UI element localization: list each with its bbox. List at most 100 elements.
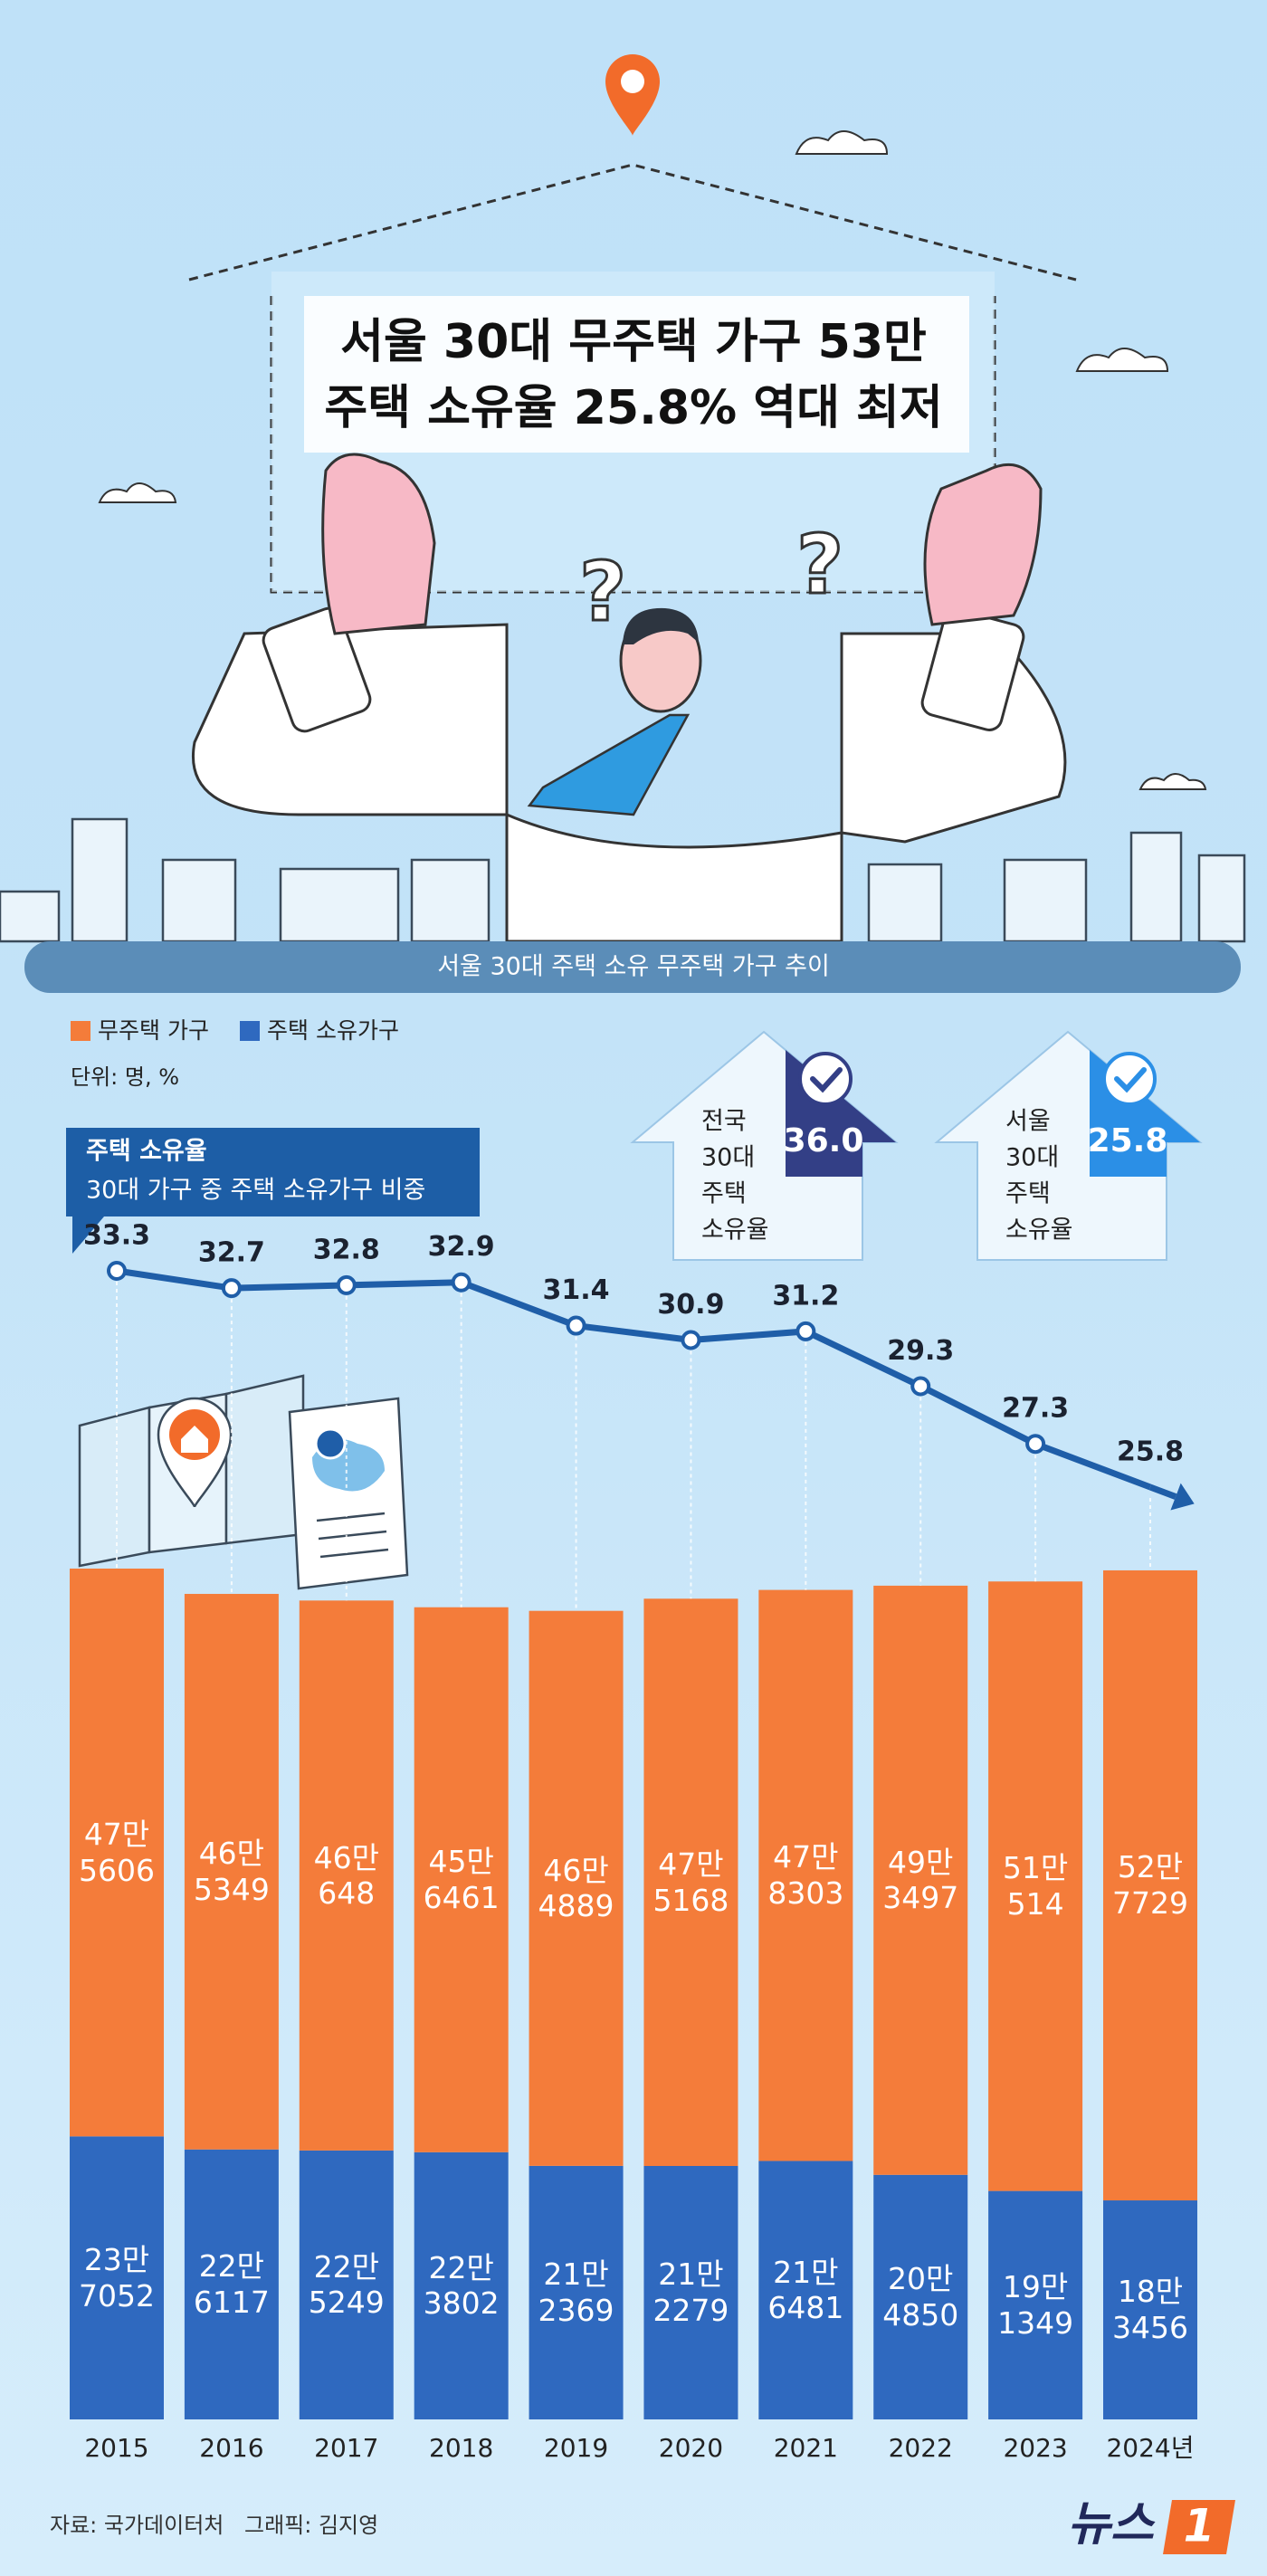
- bar-value-label: 49만 3497: [882, 1844, 959, 1916]
- line-point: [221, 1278, 242, 1299]
- line-value-label: 31.4: [543, 1274, 610, 1306]
- bar-segment: [988, 2190, 1083, 2419]
- bar-value-label: 46만 4889: [538, 1852, 614, 1924]
- bar-label-box: 21만 6481: [767, 2255, 843, 2326]
- title: 주택 소유율 25.8% 역대 최저: [324, 381, 942, 435]
- bar-segment: [988, 1581, 1083, 2191]
- line-arrow-shaft: [1148, 1484, 1177, 1500]
- callout-label: 주택: [1005, 1180, 1051, 1208]
- bar-segment: [873, 1585, 968, 2175]
- legend-swatch: [71, 1021, 90, 1041]
- line-value-label: 27.3: [1002, 1393, 1069, 1425]
- legend-label: 주택 소유가구: [267, 1017, 399, 1044]
- bar-segment: [1103, 2200, 1197, 2419]
- x-tick-label: 2017: [314, 2433, 378, 2463]
- x-tick-label: 2015: [84, 2433, 148, 2463]
- line-value-label: 33.3: [83, 1220, 150, 1252]
- bar-segment: [414, 1607, 509, 2152]
- bar-label-box: 21만 2369: [538, 2256, 614, 2328]
- line-value-label: 32.9: [428, 1231, 495, 1263]
- line-value-label: 32.8: [313, 1234, 380, 1265]
- map-illustration: [78, 1374, 409, 1590]
- bar-value-label: 18만 3456: [1112, 2274, 1188, 2345]
- bar-label-box: 52만 7729: [1112, 1849, 1188, 1921]
- check-mark: [1114, 1067, 1147, 1093]
- line-point: [910, 1376, 931, 1397]
- line-value-label: 29.3: [887, 1335, 954, 1367]
- line-value-label: 30.9: [657, 1289, 724, 1321]
- line-point: [451, 1272, 472, 1293]
- callout-value: 25.8: [1088, 1122, 1168, 1159]
- line-description: 30대 가구 중 주택 소유가구 비중: [86, 1177, 425, 1205]
- bar-segment: [529, 2165, 624, 2419]
- check-mark: [810, 1067, 843, 1093]
- chart-title: 서울 30대 주택 소유 무주택 가구 추이: [437, 953, 830, 981]
- bar-value-label: 22만 5249: [308, 2248, 385, 2321]
- banner: [24, 941, 1241, 993]
- bar-segment: [70, 2136, 164, 2419]
- check-icon: [798, 1052, 853, 1106]
- bar-segment: [184, 2149, 279, 2419]
- line-name: 주택 소유율: [86, 1138, 207, 1166]
- bar-value-label: 19만 1349: [997, 2269, 1074, 2341]
- bar-segment: [643, 1598, 738, 2167]
- bar-value-label: 46만 5349: [193, 1836, 270, 1907]
- x-tick-label: 2023: [1003, 2433, 1067, 2463]
- bar-value-label: 45만 6461: [423, 1844, 500, 1915]
- bar-label-box: 49만 3497: [882, 1844, 959, 1916]
- callout-label: 소유율: [701, 1216, 769, 1245]
- bar-label-box: 18만 3456: [1112, 2274, 1188, 2345]
- x-tick-label: 2021: [774, 2433, 838, 2463]
- source: 자료: 국가데이터처: [50, 2513, 224, 2538]
- bar-segment: [70, 1569, 164, 2137]
- bar-value-label: 20만 4850: [882, 2261, 959, 2333]
- x-tick-label: 2016: [199, 2433, 263, 2463]
- bar-label-box: 20만 4850: [882, 2261, 959, 2333]
- check-icon: [1102, 1052, 1157, 1106]
- callout-label: 서울: [1005, 1108, 1051, 1136]
- bar-label-box: 23만 7052: [79, 2242, 155, 2314]
- bar-label-box: 47만 5168: [653, 1846, 729, 1918]
- bar-label-box: 51만 514: [1003, 1850, 1068, 1922]
- bar-segment: [529, 1610, 624, 2166]
- x-tick-label: 2020: [659, 2433, 723, 2463]
- bar-segment: [184, 1593, 279, 2150]
- bar-segment: [758, 2161, 853, 2419]
- bar-value-label: 52만 7729: [1112, 1849, 1188, 1921]
- line-point: [1025, 1434, 1046, 1455]
- bar-label-box: 22만 3802: [423, 2249, 500, 2322]
- x-tick-label: 2022: [889, 2433, 953, 2463]
- logo-text: 뉴스: [1067, 2497, 1156, 2552]
- bar-segment: [299, 2150, 394, 2419]
- callout-label: 주택: [701, 1180, 747, 1208]
- callout-label: 30대: [701, 1144, 755, 1172]
- x-tick-label: 2018: [429, 2433, 493, 2463]
- bar-label-box: 19만 1349: [997, 2269, 1074, 2341]
- callout-value: 36.0: [784, 1122, 864, 1159]
- bar-segment: [1103, 1569, 1197, 2201]
- bar-label-box: 46만 5349: [193, 1836, 270, 1907]
- svg-text:?: ?: [579, 545, 626, 640]
- bar-value-label: 47만 5168: [653, 1846, 729, 1918]
- line-value-label: 31.2: [772, 1280, 839, 1312]
- bar-label-box: 46만 4889: [538, 1852, 614, 1924]
- line-value-label: 25.8: [1117, 1436, 1184, 1468]
- bar-label-box: 46만 648: [314, 1840, 379, 1912]
- bar-segment: [873, 2174, 968, 2419]
- x-tick-label: 2024년: [1106, 2433, 1194, 2463]
- line-point: [107, 1261, 127, 1281]
- svg-text:?: ?: [796, 518, 843, 613]
- bar-segment: [414, 2151, 509, 2419]
- line-value-label: 32.7: [198, 1237, 265, 1269]
- callout-label: 전국: [701, 1108, 747, 1136]
- bar-label-box: 22만 5249: [308, 2248, 385, 2321]
- logo-box: [1163, 2500, 1235, 2554]
- bar-value-label: 21만 2279: [653, 2256, 729, 2328]
- bar-value-label: 22만 3802: [423, 2249, 500, 2322]
- callout-label: 소유율: [1005, 1216, 1073, 1245]
- unit: 단위: 명, %: [71, 1064, 179, 1090]
